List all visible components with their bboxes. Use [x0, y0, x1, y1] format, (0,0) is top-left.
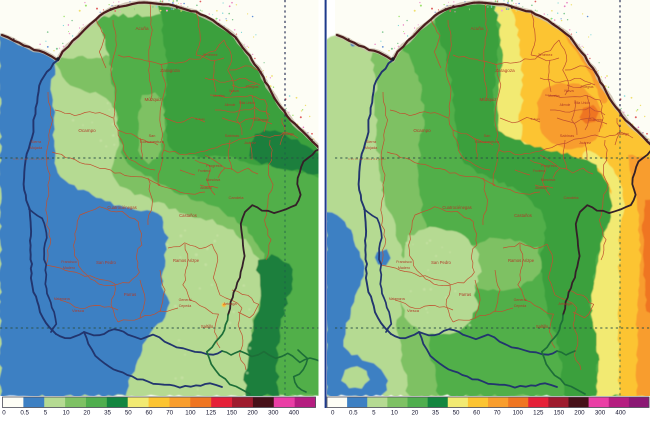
svg-text:300: 300 — [268, 410, 279, 417]
svg-text:100: 100 — [185, 410, 196, 417]
svg-text:150: 150 — [554, 410, 565, 417]
svg-text:60: 60 — [473, 410, 480, 417]
svg-text:20: 20 — [83, 410, 90, 417]
svg-text:0: 0 — [2, 410, 6, 417]
svg-text:5: 5 — [44, 410, 48, 417]
svg-text:100: 100 — [513, 410, 524, 417]
svg-text:0.5: 0.5 — [349, 410, 358, 417]
svg-text:150: 150 — [227, 410, 238, 417]
svg-text:50: 50 — [453, 410, 460, 417]
svg-text:70: 70 — [494, 410, 501, 417]
svg-text:200: 200 — [574, 410, 585, 417]
svg-text:70: 70 — [166, 410, 173, 417]
svg-text:20: 20 — [411, 410, 418, 417]
svg-text:5: 5 — [372, 410, 376, 417]
svg-text:200: 200 — [247, 410, 258, 417]
svg-text:35: 35 — [104, 410, 111, 417]
svg-text:0: 0 — [331, 410, 335, 417]
svg-text:300: 300 — [595, 410, 606, 417]
svg-text:400: 400 — [289, 410, 300, 417]
svg-text:10: 10 — [391, 410, 398, 417]
svg-text:0.5: 0.5 — [20, 410, 29, 417]
svg-text:400: 400 — [615, 410, 626, 417]
svg-text:60: 60 — [146, 410, 153, 417]
svg-text:10: 10 — [63, 410, 70, 417]
svg-text:125: 125 — [533, 410, 544, 417]
svg-text:50: 50 — [125, 410, 132, 417]
svg-text:35: 35 — [432, 410, 439, 417]
svg-text:125: 125 — [206, 410, 217, 417]
